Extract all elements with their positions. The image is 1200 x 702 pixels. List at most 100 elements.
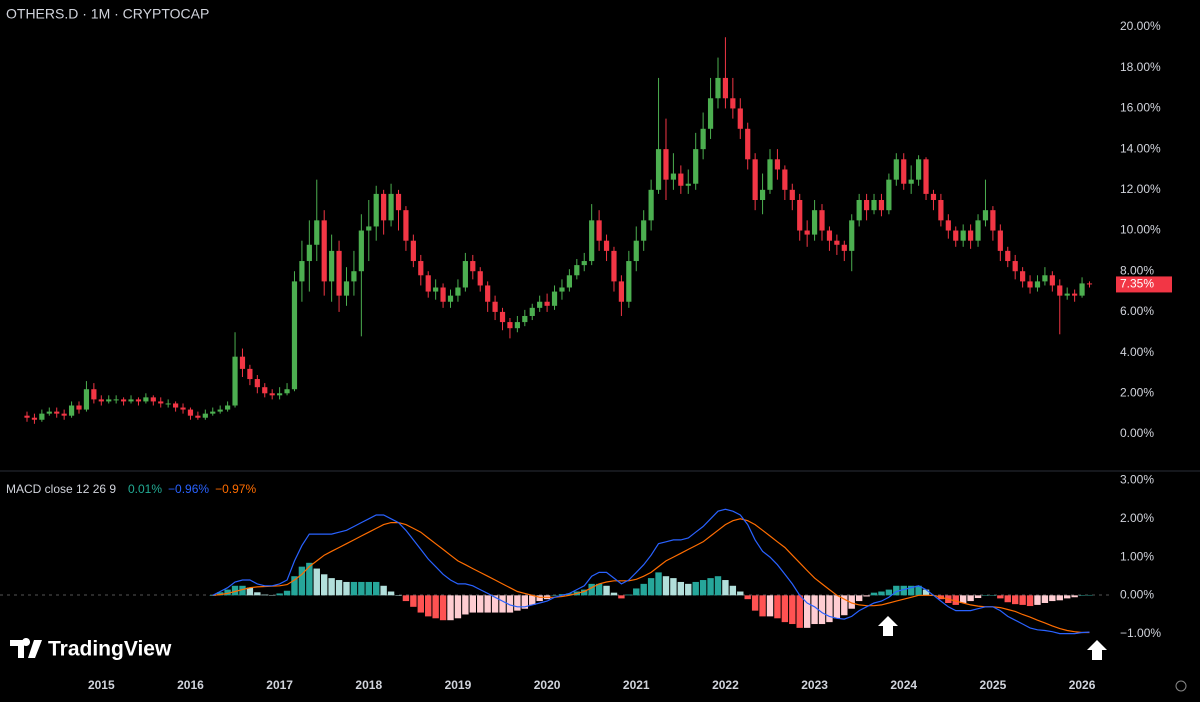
histogram-bar [321, 574, 328, 596]
histogram-bar [231, 585, 239, 596]
candle-body [737, 108, 743, 129]
candle-body [470, 261, 476, 272]
candle-body [685, 183, 691, 186]
candle-body [1020, 271, 1026, 282]
histogram-bar [261, 594, 268, 596]
histogram-bar [1004, 595, 1011, 603]
candle-body [247, 368, 253, 380]
candle-body [329, 250, 335, 282]
x-tick-label: 2017 [266, 678, 293, 692]
settings-icon[interactable] [1175, 680, 1187, 692]
candle-body [916, 159, 922, 180]
histogram-bar [595, 583, 603, 596]
histogram-bar [432, 595, 439, 619]
candle-body [195, 415, 201, 418]
histogram-bar [699, 580, 707, 596]
histogram-bar [529, 595, 536, 605]
histogram-bar [952, 595, 959, 605]
x-tick-label: 2026 [1069, 678, 1096, 692]
candle-body [990, 210, 996, 231]
candle-body [670, 173, 677, 180]
y-tick-label: 18.00% [1120, 60, 1161, 74]
histogram-bar [380, 585, 387, 596]
histogram-bar [893, 585, 900, 596]
candle-body [789, 189, 795, 201]
candle-body [381, 193, 387, 221]
candle-body [537, 301, 543, 308]
candle-body [522, 315, 528, 323]
candle-body [1086, 283, 1093, 285]
histogram-bar [365, 581, 372, 596]
histogram-bar [469, 595, 476, 613]
histogram-bar [268, 594, 276, 596]
histogram-bar [581, 589, 588, 596]
x-tick-label: 2020 [534, 678, 561, 692]
histogram-bar [870, 592, 878, 596]
candle-body [366, 226, 372, 231]
histogram-bar [603, 585, 610, 596]
histogram-bar [328, 578, 335, 596]
candle-body [106, 399, 112, 402]
histogram-bar [1071, 595, 1078, 598]
histogram-bar [662, 576, 670, 596]
candle-body [1064, 293, 1070, 296]
y-tick-label: 20.00% [1120, 19, 1161, 33]
candle-body [730, 98, 736, 109]
histogram-bar [439, 595, 447, 621]
histogram-bar [729, 585, 737, 596]
histogram-bar [1034, 595, 1041, 605]
candle-body [299, 261, 305, 282]
candle-body [262, 387, 268, 394]
candle-body [39, 413, 45, 420]
candle-body [938, 200, 944, 221]
y-tick-label: 0.00% [1120, 588, 1154, 602]
x-tick-label: 2015 [88, 678, 115, 692]
candle-body [648, 189, 654, 221]
candle-body [804, 230, 810, 235]
signal-line [212, 518, 1090, 634]
histogram-bar [410, 595, 417, 607]
candle-body [433, 287, 439, 292]
y-tick-label: 1.00% [1120, 549, 1154, 563]
macd-title: MACD close 12 26 9 [6, 482, 116, 496]
x-tick-label: 2018 [355, 678, 382, 692]
candle-body [128, 399, 134, 402]
candle-body [76, 405, 82, 410]
candle-body [849, 220, 855, 251]
candle-body [135, 399, 142, 402]
candle-body [581, 261, 587, 266]
candle-body [641, 220, 647, 241]
histogram-bar [484, 595, 491, 613]
histogram-bar [714, 576, 722, 596]
y-tick-label: 6.00% [1120, 304, 1154, 318]
candle-body [655, 149, 662, 190]
candle-body [551, 291, 558, 306]
candle-body [693, 149, 699, 184]
y-tick-label: 16.00% [1120, 101, 1161, 115]
histogram-bar [982, 595, 989, 596]
macd-line [212, 508, 1090, 635]
x-tick-label: 2021 [623, 678, 650, 692]
histogram-bar [387, 591, 395, 596]
candle-body [388, 193, 394, 221]
candle-body [98, 399, 104, 402]
candle-body [678, 173, 684, 186]
candle-body [752, 159, 758, 201]
x-tick-label: 2016 [177, 678, 204, 692]
candle-body [1027, 281, 1033, 288]
candle-body [893, 159, 899, 180]
histogram-bar [989, 595, 997, 596]
y-tick-label: 0.00% [1120, 426, 1154, 440]
logo-text: TradingView [48, 638, 172, 661]
x-tick-label: 2025 [980, 678, 1007, 692]
candle-body [336, 250, 342, 296]
histogram-bar [1064, 595, 1071, 599]
candle-body [321, 220, 327, 282]
x-tick-label: 2024 [890, 678, 917, 692]
histogram-bar [692, 581, 699, 596]
candle-body [707, 98, 714, 129]
legend-value: 0.01% [128, 482, 162, 496]
candle-body [953, 230, 959, 241]
candle-body [782, 169, 788, 190]
